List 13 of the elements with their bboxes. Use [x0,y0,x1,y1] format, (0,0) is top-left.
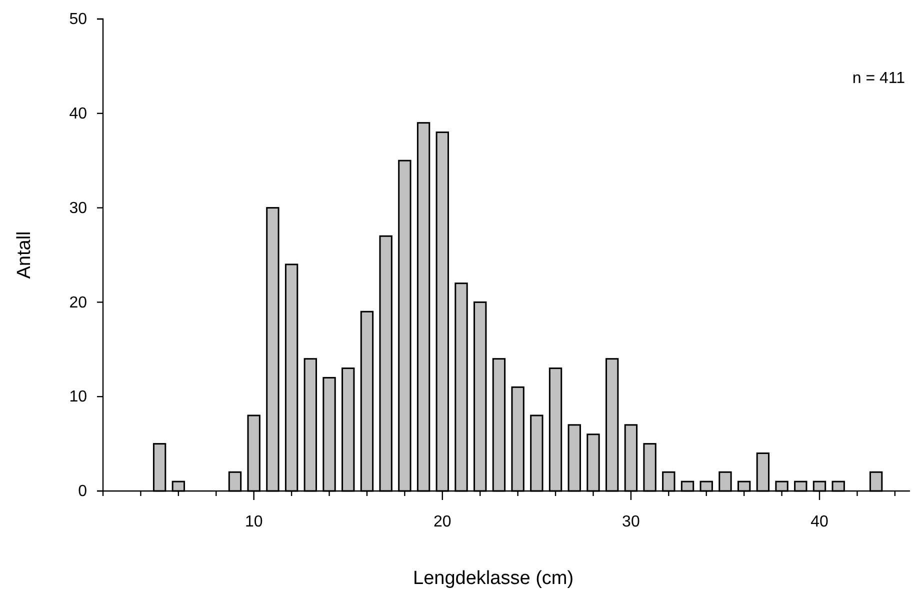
x-tick-label: 10 [244,513,263,530]
x-tick-label: 40 [810,513,828,530]
annotation: n = 411 [852,70,906,87]
y-tick-label: 40 [69,106,88,123]
x-tick-label: 30 [622,513,640,530]
y-tick-label: 30 [69,200,88,217]
y-tick-label: 0 [78,483,88,500]
y-tick-label: 10 [69,388,88,406]
y-tick-label: 20 [69,294,88,312]
x-tick-label: 20 [433,513,452,530]
x-axis-title: Lengdeklasse (cm) [413,568,574,589]
y-tick-label: 50 [69,11,88,28]
y-axis-title: Antall [14,231,35,279]
